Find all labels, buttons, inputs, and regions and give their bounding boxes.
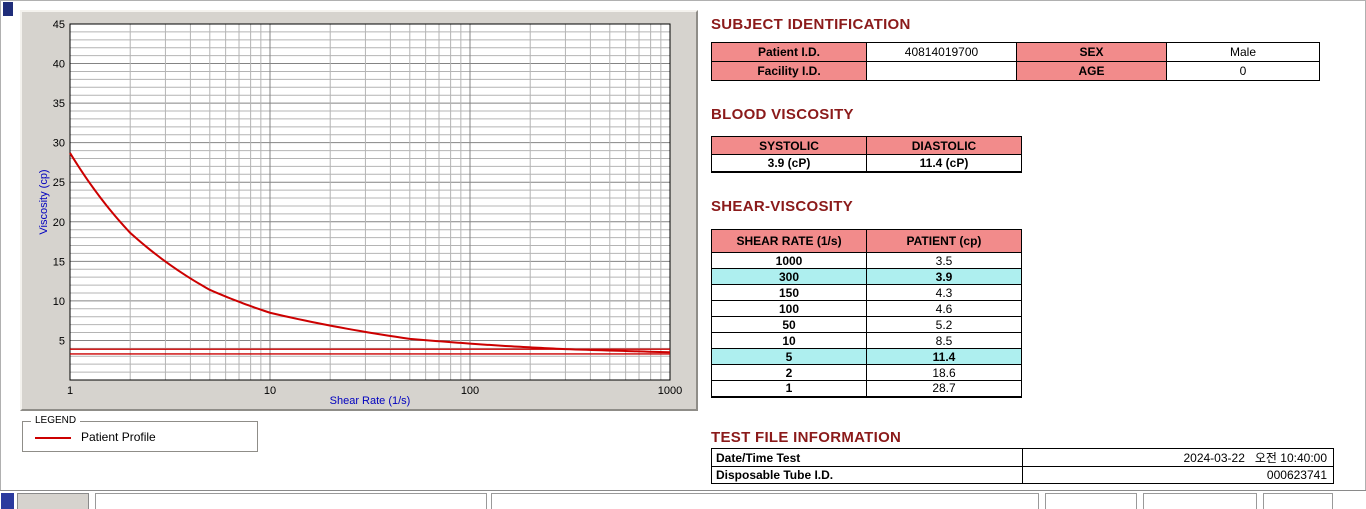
- patient-id-label: Patient I.D.: [711, 42, 867, 62]
- shear-row: 150 4.3: [711, 284, 1022, 301]
- shear-row: 10 8.5: [711, 332, 1022, 349]
- shear-value-cell: 4.3: [866, 284, 1022, 301]
- shear-rate-cell: 5: [711, 348, 867, 365]
- partial-panel: [1263, 493, 1333, 509]
- shear-value-cell: 5.2: [866, 316, 1022, 333]
- systolic-header: SYSTOLIC: [711, 136, 867, 155]
- table-row: SYSTOLIC DIASTOLIC: [711, 136, 1022, 155]
- table-row: Patient I.D. 40814019700 SEX Male: [711, 42, 1320, 62]
- shear-row: 1000 3.5: [711, 252, 1022, 269]
- viscosity-chart-panel: 5 10 15 20 25 30 35 40 45 1 10 100 1000 Viscosity (c…: [20, 10, 698, 411]
- legend-title: LEGEND: [31, 415, 81, 426]
- date-time-test-label: Date/Time Test: [711, 448, 1023, 467]
- shear-value-cell: 8.5: [866, 332, 1022, 349]
- svg-text:25: 25: [53, 177, 65, 189]
- partial-panel: [95, 493, 487, 509]
- svg-text:35: 35: [53, 98, 65, 110]
- test-file-information-title: TEST FILE INFORMATION: [711, 429, 902, 446]
- table-row: 3.9 (cP) 11.4 (cP): [711, 154, 1022, 172]
- svg-text:1: 1: [67, 385, 73, 397]
- shear-row: 50 5.2: [711, 316, 1022, 333]
- shear-row: 1 28.7: [711, 380, 1022, 397]
- svg-text:100: 100: [461, 385, 479, 397]
- table-row: Date/Time Test 2024-03-22 오전 10:40:00: [711, 448, 1334, 467]
- patient-profile-line-swatch: [35, 437, 71, 439]
- blood-viscosity-table: SYSTOLIC DIASTOLIC 3.9 (cP) 11.4 (cP): [711, 136, 1022, 173]
- test-file-information-table: Date/Time Test 2024-03-22 오전 10:40:00 Di…: [711, 448, 1334, 484]
- svg-text:10: 10: [264, 385, 276, 397]
- shear-rate-cell: 300: [711, 268, 867, 285]
- legend-box: LEGEND Patient Profile: [22, 415, 258, 452]
- shear-value-cell: 3.5: [866, 252, 1022, 269]
- shear-row: 2 18.6: [711, 364, 1022, 381]
- age-label: AGE: [1016, 61, 1167, 81]
- diastolic-value: 11.4 (cP): [866, 154, 1022, 172]
- shear-rate-cell: 1000: [711, 252, 867, 269]
- shear-rate-cell: 2: [711, 364, 867, 381]
- shear-row: 100 4.6: [711, 300, 1022, 317]
- svg-text:5: 5: [59, 335, 65, 347]
- shear-rate-cell: 10: [711, 332, 867, 349]
- facility-id-value: [866, 61, 1017, 81]
- svg-text:10: 10: [53, 296, 65, 308]
- shear-rate-cell: 100: [711, 300, 867, 317]
- svg-text:1000: 1000: [658, 385, 682, 397]
- sex-value: Male: [1166, 42, 1320, 62]
- bottom-strip: [0, 490, 1366, 509]
- partial-control: [17, 493, 89, 509]
- shear-row: 5 11.4: [711, 348, 1022, 365]
- patient-cp-header: PATIENT (cp): [866, 229, 1022, 253]
- partial-panel: [1045, 493, 1137, 509]
- svg-text:15: 15: [53, 256, 65, 268]
- disposable-tube-id-label: Disposable Tube I.D.: [711, 466, 1023, 484]
- y-axis-title: Viscosity (cp): [38, 169, 50, 235]
- legend-item-label: Patient Profile: [81, 430, 156, 444]
- patient-id-value: 40814019700: [866, 42, 1017, 62]
- shear-rate-cell: 50: [711, 316, 867, 333]
- svg-text:30: 30: [53, 138, 65, 150]
- subject-identification-title: SUBJECT IDENTIFICATION: [711, 16, 911, 33]
- shear-rate-header: SHEAR RATE (1/s): [711, 229, 867, 253]
- svg-text:40: 40: [53, 59, 65, 71]
- report-panel: SUBJECT IDENTIFICATION Patient I.D. 4081…: [711, 0, 1336, 490]
- viscosity-chart: 5 10 15 20 25 30 35 40 45 1 10 100 1000: [53, 19, 682, 397]
- shear-value-cell: 18.6: [866, 364, 1022, 381]
- facility-id-label: Facility I.D.: [711, 61, 867, 81]
- svg-text:20: 20: [53, 217, 65, 229]
- diastolic-header: DIASTOLIC: [866, 136, 1022, 155]
- blood-viscosity-title: BLOOD VISCOSITY: [711, 106, 854, 123]
- svg-text:45: 45: [53, 19, 65, 31]
- disposable-tube-id-value: 000623741: [1022, 466, 1334, 484]
- partial-blue-icon: [1, 493, 14, 509]
- sex-label: SEX: [1016, 42, 1167, 62]
- x-axis-title: Shear Rate (1/s): [329, 395, 411, 407]
- partial-panel: [491, 493, 1039, 509]
- date-time-test-value: 2024-03-22 오전 10:40:00: [1022, 448, 1334, 467]
- shear-rate-cell: 1: [711, 380, 867, 397]
- partial-panel: [1143, 493, 1257, 509]
- window-corner-icon: [3, 2, 13, 16]
- shear-value-cell: 3.9: [866, 268, 1022, 285]
- shear-rate-cell: 150: [711, 284, 867, 301]
- table-header-row: SHEAR RATE (1/s) PATIENT (cp): [711, 229, 1022, 253]
- shear-row: 300 3.9: [711, 268, 1022, 285]
- shear-viscosity-table: SHEAR RATE (1/s) PATIENT (cp) 1000 3.5 3…: [711, 229, 1022, 398]
- age-value: 0: [1166, 61, 1320, 81]
- shear-viscosity-title: SHEAR-VISCOSITY: [711, 198, 854, 215]
- shear-value-cell: 11.4: [866, 348, 1022, 365]
- table-row: Disposable Tube I.D. 000623741: [711, 466, 1334, 484]
- shear-value-cell: 4.6: [866, 300, 1022, 317]
- table-row: Facility I.D. AGE 0: [711, 61, 1320, 81]
- systolic-value: 3.9 (cP): [711, 154, 867, 172]
- subject-identification-table: Patient I.D. 40814019700 SEX Male Facili…: [711, 42, 1320, 81]
- shear-value-cell: 28.7: [866, 380, 1022, 397]
